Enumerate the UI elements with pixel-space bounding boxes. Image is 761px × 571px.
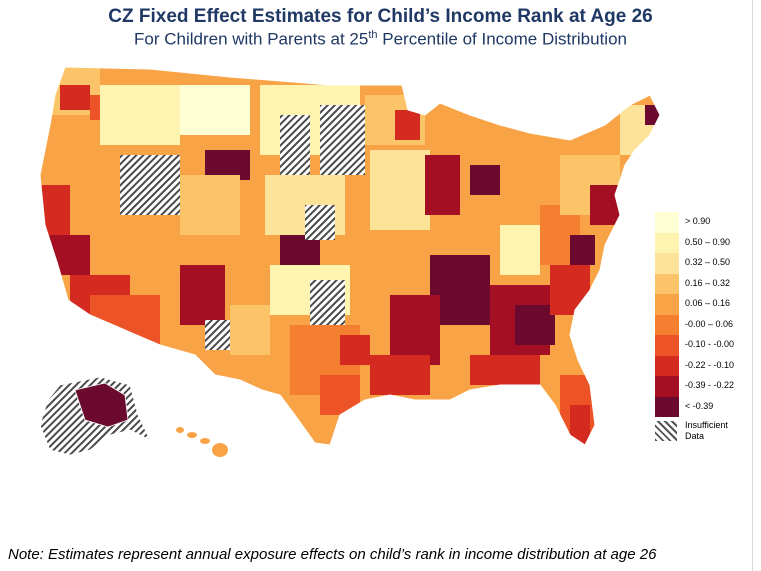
legend-label: < -0.39 — [685, 400, 714, 411]
legend-item: -0.00 – 0.06 — [655, 314, 755, 335]
map-subtitle: For Children with Parents at 25th Percen… — [0, 29, 761, 50]
frame-border — [752, 0, 753, 571]
us-commuting-zone-map — [39, 66, 660, 457]
legend-label: 0.16 – 0.32 — [685, 277, 731, 288]
map-title: CZ Fixed Effect Estimates for Child’s In… — [108, 6, 653, 27]
subtitle-superscript: th — [368, 29, 378, 41]
alaska-region — [39, 376, 151, 456]
legend-label: -0.00 – 0.06 — [685, 318, 734, 329]
legend-label: -0.22 - -0.10 — [685, 359, 735, 370]
legend-swatch — [655, 314, 679, 335]
legend-swatch — [655, 335, 679, 356]
legend-swatch — [655, 253, 679, 274]
legend-swatch — [655, 376, 679, 397]
legend-item: -0.39 - -0.22 — [655, 376, 755, 397]
legend-hatch-swatch — [655, 421, 677, 441]
footnote: Note: Estimates represent annual exposur… — [8, 546, 657, 563]
legend-item: -0.22 - -0.10 — [655, 355, 755, 376]
legend-swatch — [655, 212, 679, 233]
legend-label: 0.32 – 0.50 — [685, 257, 731, 267]
legend-swatch — [655, 396, 679, 417]
legend-item: 0.16 – 0.32 — [655, 273, 755, 294]
legend-item: 0.06 – 0.16 — [655, 294, 755, 315]
subtitle-rest: Percentile of Income Distribution — [377, 29, 627, 49]
legend-label: -0.10 - -0.00 — [685, 339, 735, 349]
legend-label-insufficient: Insufficient Data — [685, 420, 728, 441]
legend-item: > 0.90 — [655, 212, 755, 233]
legend-label: -0.39 - -0.22 — [685, 380, 735, 390]
legend-item: 0.50 – 0.90 — [655, 232, 755, 253]
legend-item: 0.32 – 0.50 — [655, 253, 755, 274]
legend-swatch — [655, 273, 679, 294]
contiguous-us-regions — [40, 67, 660, 445]
legend-swatch — [655, 232, 679, 253]
legend-item: < -0.39 — [655, 396, 755, 417]
legend-item-insufficient: Insufficient Data — [655, 419, 755, 449]
hawaii-region — [176, 427, 228, 457]
legend-swatch — [655, 294, 679, 315]
legend-label: > 0.90 — [685, 216, 711, 226]
subtitle-main: For Children with Parents at 25 — [134, 29, 369, 49]
legend: > 0.90 0.50 – 0.90 0.32 – 0.50 0.16 – 0.… — [655, 212, 755, 449]
legend-item: -0.10 - -0.00 — [655, 335, 755, 356]
legend-label: 0.06 – 0.16 — [685, 298, 731, 308]
legend-swatch — [655, 355, 679, 376]
legend-label: 0.50 – 0.90 — [685, 236, 731, 247]
